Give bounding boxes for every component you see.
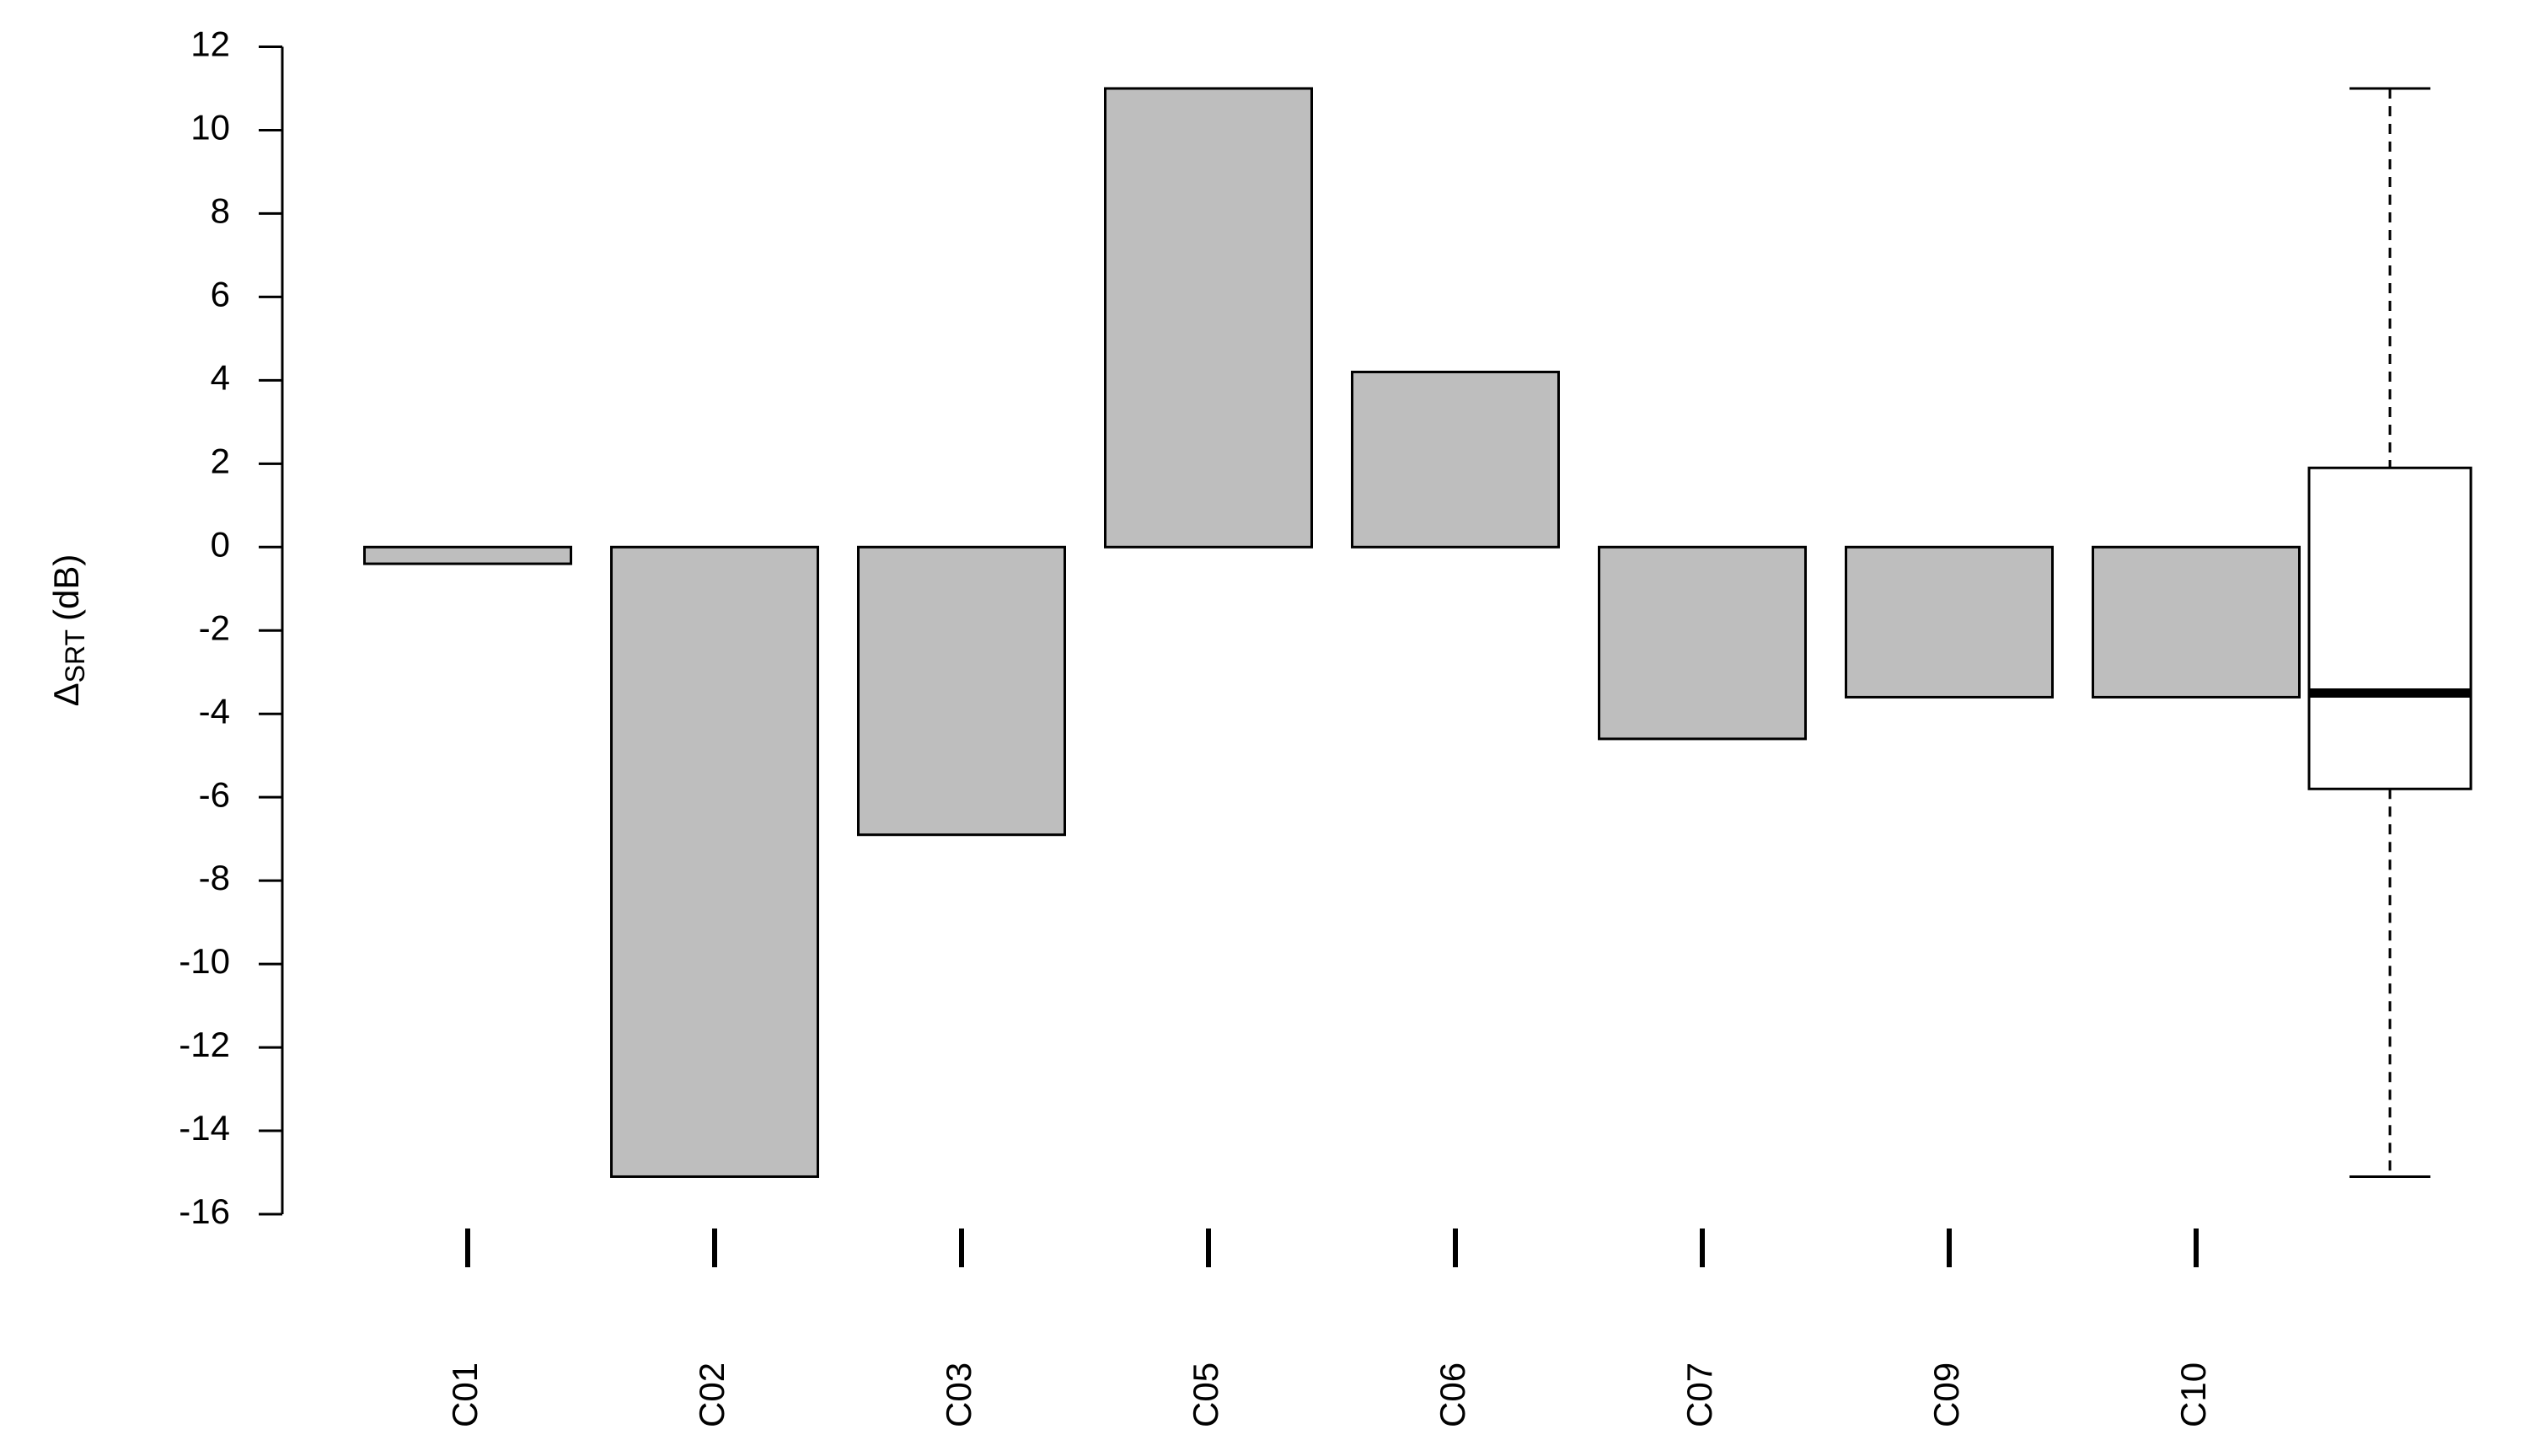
- y-tick-label: -2: [199, 608, 230, 647]
- x-tick-label: C10: [2173, 1362, 2213, 1427]
- bar: [857, 545, 1066, 837]
- x-tick-label: C06: [1433, 1362, 1472, 1427]
- x-tick-label: C09: [1926, 1362, 1966, 1427]
- y-tick-label: 0: [211, 524, 230, 564]
- bar: [363, 545, 572, 565]
- y-tick-label: 6: [211, 274, 230, 313]
- y-tick-label: -16: [179, 1191, 230, 1231]
- y-label-unit: (dB): [46, 554, 86, 621]
- bar: [610, 545, 819, 1178]
- y-label-symbol: Δ: [46, 682, 86, 706]
- x-tick-label: C01: [445, 1362, 485, 1427]
- y-tick-label: 8: [211, 191, 230, 231]
- y-tick-label: -14: [179, 1108, 230, 1148]
- bar: [1104, 87, 1313, 549]
- y-tick-label: -8: [199, 858, 230, 897]
- y-tick-label: 10: [190, 108, 230, 147]
- y-tick-label: -10: [179, 941, 230, 981]
- x-tick-label: C03: [939, 1362, 978, 1427]
- x-tick-label: C07: [1680, 1362, 1719, 1427]
- y-tick-label: 4: [211, 357, 230, 397]
- bar: [1845, 545, 2054, 699]
- y-label-subscript: SRT: [60, 629, 90, 682]
- y-tick-label: -6: [199, 774, 230, 814]
- bar: [2092, 545, 2301, 699]
- x-tick-label: C05: [1186, 1362, 1225, 1427]
- y-tick-label: -4: [199, 691, 230, 731]
- y-tick-label: 12: [190, 24, 230, 64]
- bar: [1351, 370, 1560, 549]
- y-tick-label: 2: [211, 441, 230, 480]
- y-axis-label: ΔSRT (dB): [46, 554, 90, 707]
- box: [2307, 466, 2473, 790]
- y-tick-label: -12: [179, 1025, 230, 1064]
- bar: [1598, 545, 1807, 741]
- x-tick-label: C02: [692, 1362, 731, 1427]
